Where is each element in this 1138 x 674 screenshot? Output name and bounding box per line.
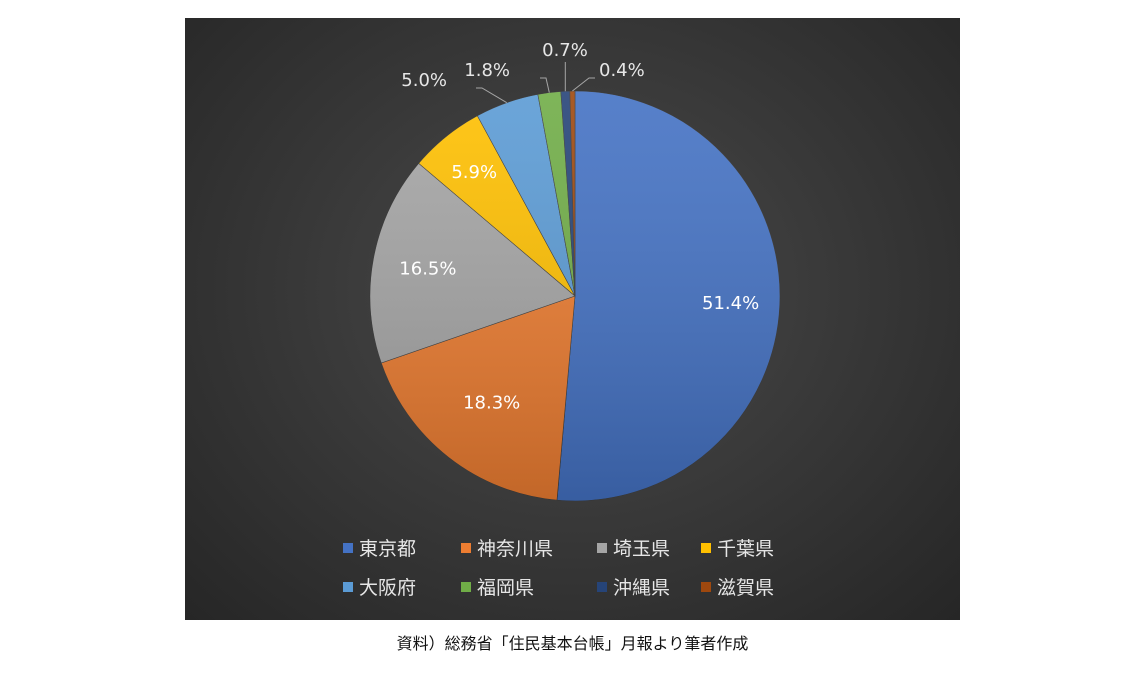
legend-label: 神奈川県	[477, 538, 553, 560]
legend-entry: 滋賀県	[701, 577, 774, 599]
legend-label: 東京都	[359, 538, 416, 560]
source-caption: 資料）総務省「住民基本台帳」月報より筆者作成	[396, 634, 749, 653]
slice-label: 0.7%	[542, 40, 588, 61]
slice-label: 16.5%	[399, 258, 456, 279]
leader-line	[572, 77, 595, 92]
legend-entry: 神奈川県	[461, 538, 553, 560]
legend-entry: 大阪府	[343, 577, 416, 599]
legend-swatch	[597, 543, 607, 553]
legend-entry: 福岡県	[461, 577, 534, 599]
legend-swatch	[461, 543, 471, 553]
leader-line	[540, 77, 550, 93]
legend-label: 大阪府	[359, 577, 416, 599]
slice-label: 51.4%	[702, 293, 759, 314]
legend-swatch	[701, 543, 711, 553]
legend-swatch	[343, 543, 353, 553]
legend-label: 福岡県	[477, 577, 534, 599]
chart-area: 51.4% 18.3% 16.5% 5.9% 5.0% 1.8% 0.7% 0.4% 東京都 神…	[185, 18, 960, 620]
legend-swatch	[461, 582, 471, 592]
slice-label: 5.9%	[451, 162, 497, 183]
legend-entry: 沖縄県	[597, 577, 670, 599]
legend-label: 滋賀県	[717, 577, 774, 599]
leader-line	[476, 87, 508, 104]
legend-entry: 埼玉県	[597, 538, 670, 560]
legend-label: 沖縄県	[613, 577, 670, 599]
legend-label: 千葉県	[717, 538, 774, 560]
pie-chart: 51.4% 18.3% 16.5% 5.9% 5.0% 1.8% 0.7% 0.4% 東京都 神…	[343, 40, 781, 599]
legend-swatch	[701, 582, 711, 592]
slice-label: 1.8%	[464, 60, 510, 81]
slice-label: 5.0%	[401, 70, 447, 91]
legend-entry: 千葉県	[701, 538, 774, 560]
legend-label: 埼玉県	[613, 538, 670, 560]
legend-entry: 東京都	[343, 538, 416, 560]
legend-swatch	[597, 582, 607, 592]
legend-swatch	[343, 582, 353, 592]
slice-label: 18.3%	[463, 393, 520, 414]
slice-label: 0.4%	[599, 60, 645, 81]
